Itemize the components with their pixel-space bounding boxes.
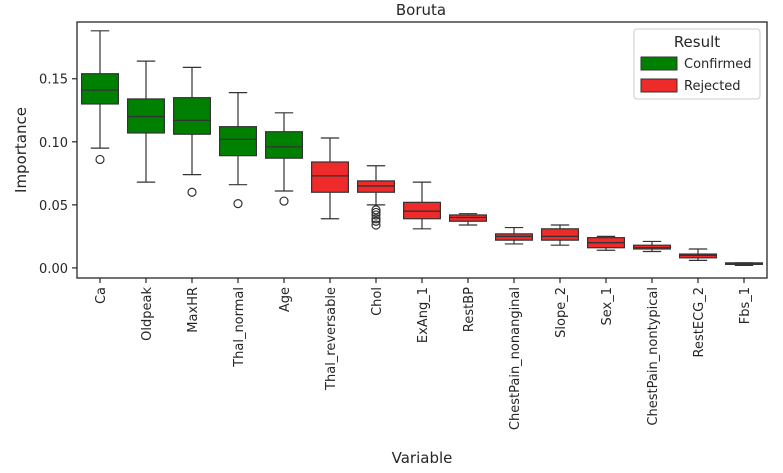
box-thal-normal: [219, 126, 258, 157]
x-tick-label-chestpain-nontypical: ChestPain_nontypical: [646, 287, 661, 426]
legend-title: Result: [674, 33, 720, 51]
legend-swatch-rejected: [640, 78, 678, 93]
x-tick-label-age: Age: [278, 287, 293, 312]
outlier-ca: [95, 154, 105, 165]
box-slope-2: [540, 228, 579, 241]
y-axis-label: Importance: [12, 107, 30, 193]
x-axis-label: Variable: [392, 449, 453, 467]
x-tick-label-chol: Chol: [370, 287, 385, 316]
legend-swatch-confirmed: [640, 56, 678, 71]
x-tick-label-fbs-1: Fbs_1: [738, 287, 753, 324]
x-tick-label-sex-1: Sex_1: [600, 287, 615, 326]
legend: Result Confirmed Rejected: [633, 28, 761, 100]
box-maxhr: [173, 97, 212, 135]
x-tick-label-chestpain-nonanginal: ChestPain_nonanginal: [508, 287, 523, 430]
outlier-chol: [371, 216, 381, 226]
x-tick-label-exang-1: ExAng_1: [416, 287, 431, 343]
outlier-chol: [371, 205, 381, 215]
outlier-chol: [371, 220, 381, 230]
legend-label-rejected: Rejected: [684, 79, 741, 94]
y-tick-label: 0.15: [39, 73, 68, 88]
x-tick-label-oldpeak: Oldpeak: [140, 287, 155, 341]
outlier-chol: [371, 214, 381, 224]
y-tick-label: 0.05: [39, 199, 68, 214]
box-thal-reversable: [311, 161, 350, 193]
chart-title: Boruta: [396, 1, 446, 19]
plot-area: 0.00 0.05 0.10 0.15 Ca Oldpeak MaxHR Thal_norma…: [39, 30, 763, 430]
outlier-thal-normal: [233, 198, 243, 209]
box-ca: [80, 73, 119, 105]
x-tick-label-thal-reversable: Thal_reversable: [324, 287, 339, 391]
y-tick-label: 0.00: [39, 262, 68, 277]
plot-frame: [76, 21, 768, 279]
y-tick-label: 0.10: [39, 136, 68, 151]
x-tick-label-slope-2: Slope_2: [554, 287, 569, 338]
x-tick-label-restecg-2: RestECG_2: [692, 287, 707, 357]
x-tick-label-ca: Ca: [94, 287, 109, 304]
outlier-chol: [371, 210, 381, 220]
outlier-maxhr: [187, 187, 197, 197]
x-tick-label-maxhr: MaxHR: [186, 287, 201, 333]
outlier-chol: [371, 207, 381, 218]
outlier-age: [279, 196, 289, 206]
x-tick-label-restbp: RestBP: [462, 287, 477, 332]
x-tick-label-thal-normal: Thal_normal: [232, 287, 247, 368]
box-age: [265, 131, 304, 159]
legend-label-confirmed: Confirmed: [684, 57, 752, 72]
